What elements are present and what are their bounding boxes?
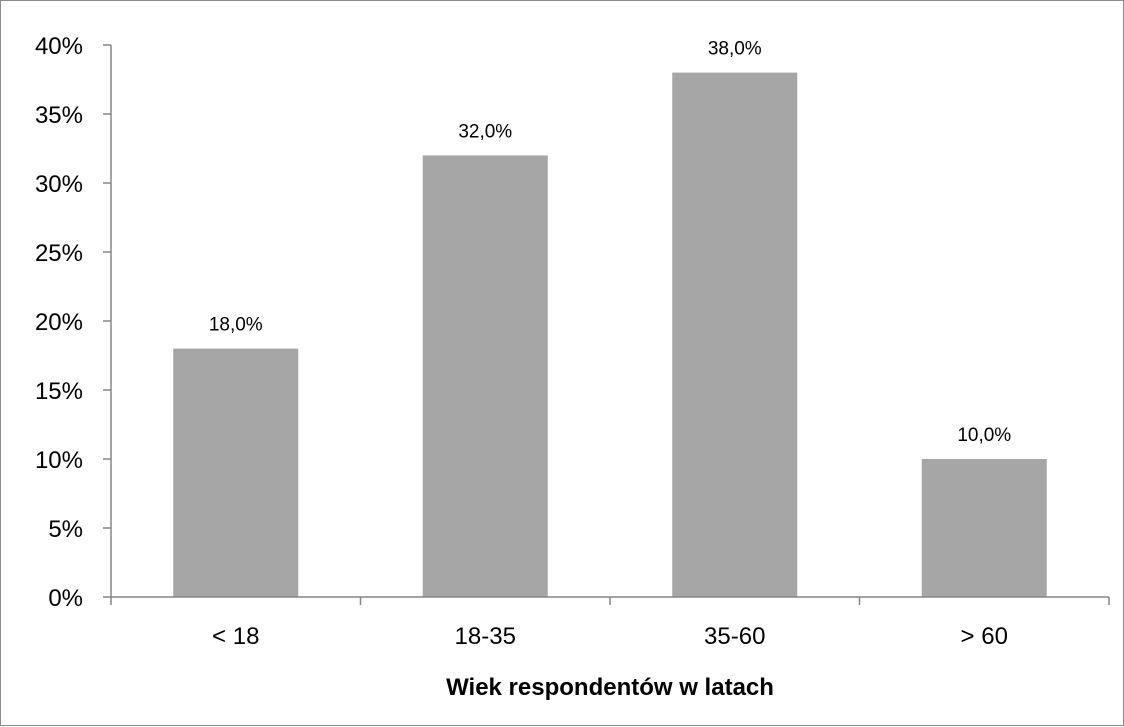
y-tick-label: 25%	[35, 240, 83, 267]
data-label: 38,0%	[708, 39, 762, 60]
y-tick-label: 40%	[35, 33, 83, 60]
x-tick-label: 18-35	[455, 623, 516, 650]
x-tick-label: < 18	[212, 623, 259, 650]
y-tick-label: 35%	[35, 102, 83, 129]
x-tick-label: > 60	[961, 623, 1008, 650]
y-tick-label: 5%	[48, 516, 83, 543]
y-tick-label: 10%	[35, 447, 83, 474]
data-label: 18,0%	[209, 315, 263, 336]
bar	[672, 72, 798, 598]
x-axis: < 18 18-35 35-60 > 60	[110, 596, 1110, 650]
y-tick-label: 0%	[48, 585, 83, 612]
y-axis: 0% 5% 10% 15% 20% 25% 30% 35% 40%	[35, 33, 112, 612]
x-tick-label: 35-60	[704, 623, 765, 650]
y-tick-label: 20%	[35, 309, 83, 336]
y-tick-label: 30%	[35, 171, 83, 198]
bar	[422, 155, 548, 597]
bar	[173, 348, 299, 597]
y-tick-label: 15%	[35, 378, 83, 405]
data-label: 10,0%	[957, 425, 1011, 446]
bar	[921, 459, 1047, 597]
data-label: 32,0%	[458, 121, 512, 142]
x-axis-title: Wiek respondentów w latach	[446, 674, 774, 701]
bars: 18,0% 32,0% 38,0% 10,0%	[173, 39, 1047, 598]
